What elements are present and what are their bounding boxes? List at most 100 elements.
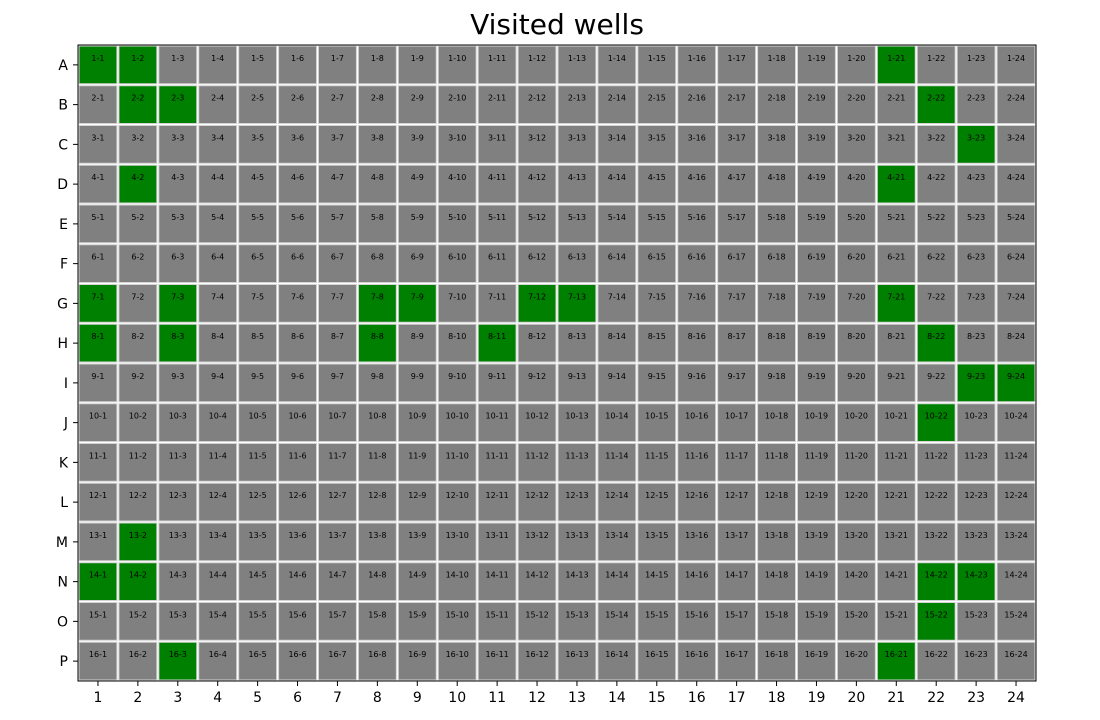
well-O5: 15-5 — [238, 602, 278, 641]
well-cell — [836, 602, 876, 641]
well-label: 14-15 — [645, 571, 668, 580]
well-P18: 16-18 — [757, 641, 796, 681]
well-M3: 13-3 — [158, 522, 198, 562]
well-P23: 16-23 — [956, 641, 996, 681]
well-D2: 4-2 — [118, 164, 158, 204]
well-A20: 1-20 — [836, 45, 876, 85]
well-label: 10-22 — [925, 412, 948, 421]
well-label: 16-6 — [288, 650, 306, 659]
well-label: 14-16 — [685, 571, 708, 580]
well-cell — [397, 403, 437, 442]
well-cell — [996, 45, 1036, 85]
well-label: 3-17 — [728, 133, 746, 142]
well-H19: 8-19 — [797, 323, 836, 363]
well-cell — [437, 125, 477, 164]
well-label: 1-13 — [568, 54, 586, 63]
well-label: 9-13 — [568, 372, 586, 381]
well-O14: 15-14 — [597, 602, 637, 641]
well-cell — [238, 522, 278, 562]
well-cells: 1-1 1-2 1-3 1-4 1-5 1-6 1-7 1-8 1-9 1-10 1-11 1-12 1… — [78, 45, 1036, 681]
well-cell — [876, 522, 916, 562]
well-F18: 6-18 — [757, 244, 796, 283]
well-label: 11-8 — [368, 451, 386, 460]
well-label: 10-17 — [725, 412, 748, 421]
well-label: 5-22 — [927, 213, 945, 222]
well-label: 8-3 — [171, 332, 184, 341]
well-label: 9-5 — [251, 372, 264, 381]
well-F17: 6-17 — [717, 244, 757, 283]
well-label: 15-5 — [249, 610, 267, 619]
well-I22: 9-22 — [916, 363, 956, 403]
column-tick-label: 20 — [847, 690, 865, 706]
well-cell — [477, 403, 517, 442]
well-B24: 2-24 — [996, 85, 1036, 124]
well-D22: 4-22 — [916, 164, 956, 204]
well-label: 2-16 — [688, 94, 706, 103]
well-cell — [357, 164, 397, 204]
well-H5: 8-5 — [238, 323, 278, 363]
well-label: 12-9 — [408, 491, 426, 500]
well-B10: 2-10 — [437, 85, 477, 124]
well-P20: 16-20 — [836, 641, 876, 681]
well-cell — [677, 363, 717, 403]
well-cell — [78, 244, 118, 283]
well-M5: 13-5 — [238, 522, 278, 562]
well-label: 3-22 — [927, 133, 945, 142]
well-J2: 10-2 — [118, 403, 158, 442]
well-label: 15-22 — [925, 610, 948, 619]
well-label: 14-14 — [605, 571, 628, 580]
well-L20: 12-20 — [836, 482, 876, 522]
well-cell — [757, 164, 796, 204]
well-cell — [757, 125, 796, 164]
well-label: 12-10 — [446, 491, 469, 500]
well-cell — [637, 45, 677, 85]
well-label: 14-21 — [885, 571, 908, 580]
well-label: 2-22 — [927, 94, 945, 103]
well-cell — [557, 323, 597, 363]
well-label: 11-2 — [129, 451, 147, 460]
well-label: 16-4 — [209, 650, 227, 659]
well-cell — [637, 164, 677, 204]
well-J8: 10-8 — [357, 403, 397, 442]
well-K2: 11-2 — [118, 443, 158, 482]
well-label: 9-15 — [648, 372, 666, 381]
well-label: 13-16 — [685, 531, 708, 540]
well-label: 2-6 — [291, 94, 304, 103]
well-label: 1-14 — [608, 54, 626, 63]
well-J17: 10-17 — [717, 403, 757, 442]
well-label: 15-19 — [805, 610, 828, 619]
row-tick-label: C — [58, 137, 68, 153]
well-G17: 7-17 — [717, 284, 757, 323]
well-H16: 8-16 — [677, 323, 717, 363]
well-label: 14-6 — [288, 571, 306, 580]
column-tick-label: 16 — [688, 690, 706, 706]
well-P17: 16-17 — [717, 641, 757, 681]
well-label: 13-15 — [645, 531, 668, 540]
well-M21: 13-21 — [876, 522, 916, 562]
well-cell — [916, 244, 956, 283]
well-label: 10-7 — [328, 412, 346, 421]
well-A16: 1-16 — [677, 45, 717, 85]
well-cell — [318, 562, 357, 601]
well-N6: 14-6 — [278, 562, 318, 601]
well-label: 9-21 — [887, 372, 905, 381]
well-I6: 9-6 — [278, 363, 318, 403]
well-J10: 10-10 — [437, 403, 477, 442]
well-label: 13-19 — [805, 531, 828, 540]
well-label: 13-23 — [965, 531, 988, 540]
well-O23: 15-23 — [956, 602, 996, 641]
well-label: 14-17 — [725, 571, 748, 580]
well-label: 2-23 — [967, 94, 985, 103]
well-label: 6-17 — [728, 253, 746, 262]
well-cell — [158, 164, 198, 204]
well-cell — [557, 522, 597, 562]
well-label: 1-16 — [688, 54, 706, 63]
well-F19: 6-19 — [797, 244, 836, 283]
well-A10: 1-10 — [437, 45, 477, 85]
well-cell — [916, 443, 956, 482]
well-L19: 12-19 — [797, 482, 836, 522]
well-F24: 6-24 — [996, 244, 1036, 283]
well-J7: 10-7 — [318, 403, 357, 442]
well-cell — [996, 125, 1036, 164]
well-K5: 11-5 — [238, 443, 278, 482]
